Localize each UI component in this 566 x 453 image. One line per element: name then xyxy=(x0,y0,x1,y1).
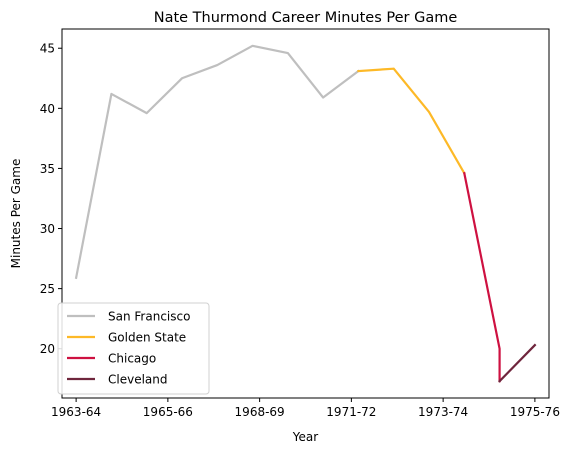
x-tick-label: 1963-64 xyxy=(51,405,101,419)
y-axis: 20 25 30 35 40 45 xyxy=(40,42,62,356)
x-axis: 1963-64 1965-66 1968-69 1971-72 1973-74 1975-… xyxy=(51,398,560,419)
legend-frame xyxy=(57,302,210,395)
x-axis-label: Year xyxy=(292,430,318,444)
x-tick-label: 1965-66 xyxy=(143,405,193,419)
legend: San Francisco Golden State Chicago Clevelan… xyxy=(57,302,210,395)
series-line-san-francisco xyxy=(74,44,360,280)
chart-title: Nate Thurmond Career Minutes Per Game xyxy=(154,10,458,26)
y-tick-label: 20 xyxy=(40,342,55,356)
plot-lines xyxy=(74,44,537,383)
y-tick-label: 45 xyxy=(40,42,55,56)
series-line-chicago xyxy=(463,171,501,383)
y-tick-label: 40 xyxy=(40,102,55,116)
y-tick-label: 25 xyxy=(40,282,55,296)
x-tick-label: 1968-69 xyxy=(235,405,285,419)
series-line-golden-state xyxy=(357,67,466,175)
x-tick-label: 1973-74 xyxy=(418,405,468,419)
y-tick-label: 30 xyxy=(40,222,55,236)
legend-label-chicago: Chicago xyxy=(108,352,156,366)
legend-label-golden-state: Golden State xyxy=(108,331,186,345)
x-tick-label: 1975-76 xyxy=(510,405,560,419)
legend-label-san-francisco: San Francisco xyxy=(108,310,190,324)
plot-frame xyxy=(61,28,550,399)
x-tick-label: 1971-72 xyxy=(326,405,376,419)
legend-label-cleveland: Cleveland xyxy=(108,373,168,387)
y-axis-label: Minutes Per Game xyxy=(9,159,23,269)
series-line-cleveland xyxy=(498,343,537,383)
y-tick-label: 35 xyxy=(40,162,55,176)
